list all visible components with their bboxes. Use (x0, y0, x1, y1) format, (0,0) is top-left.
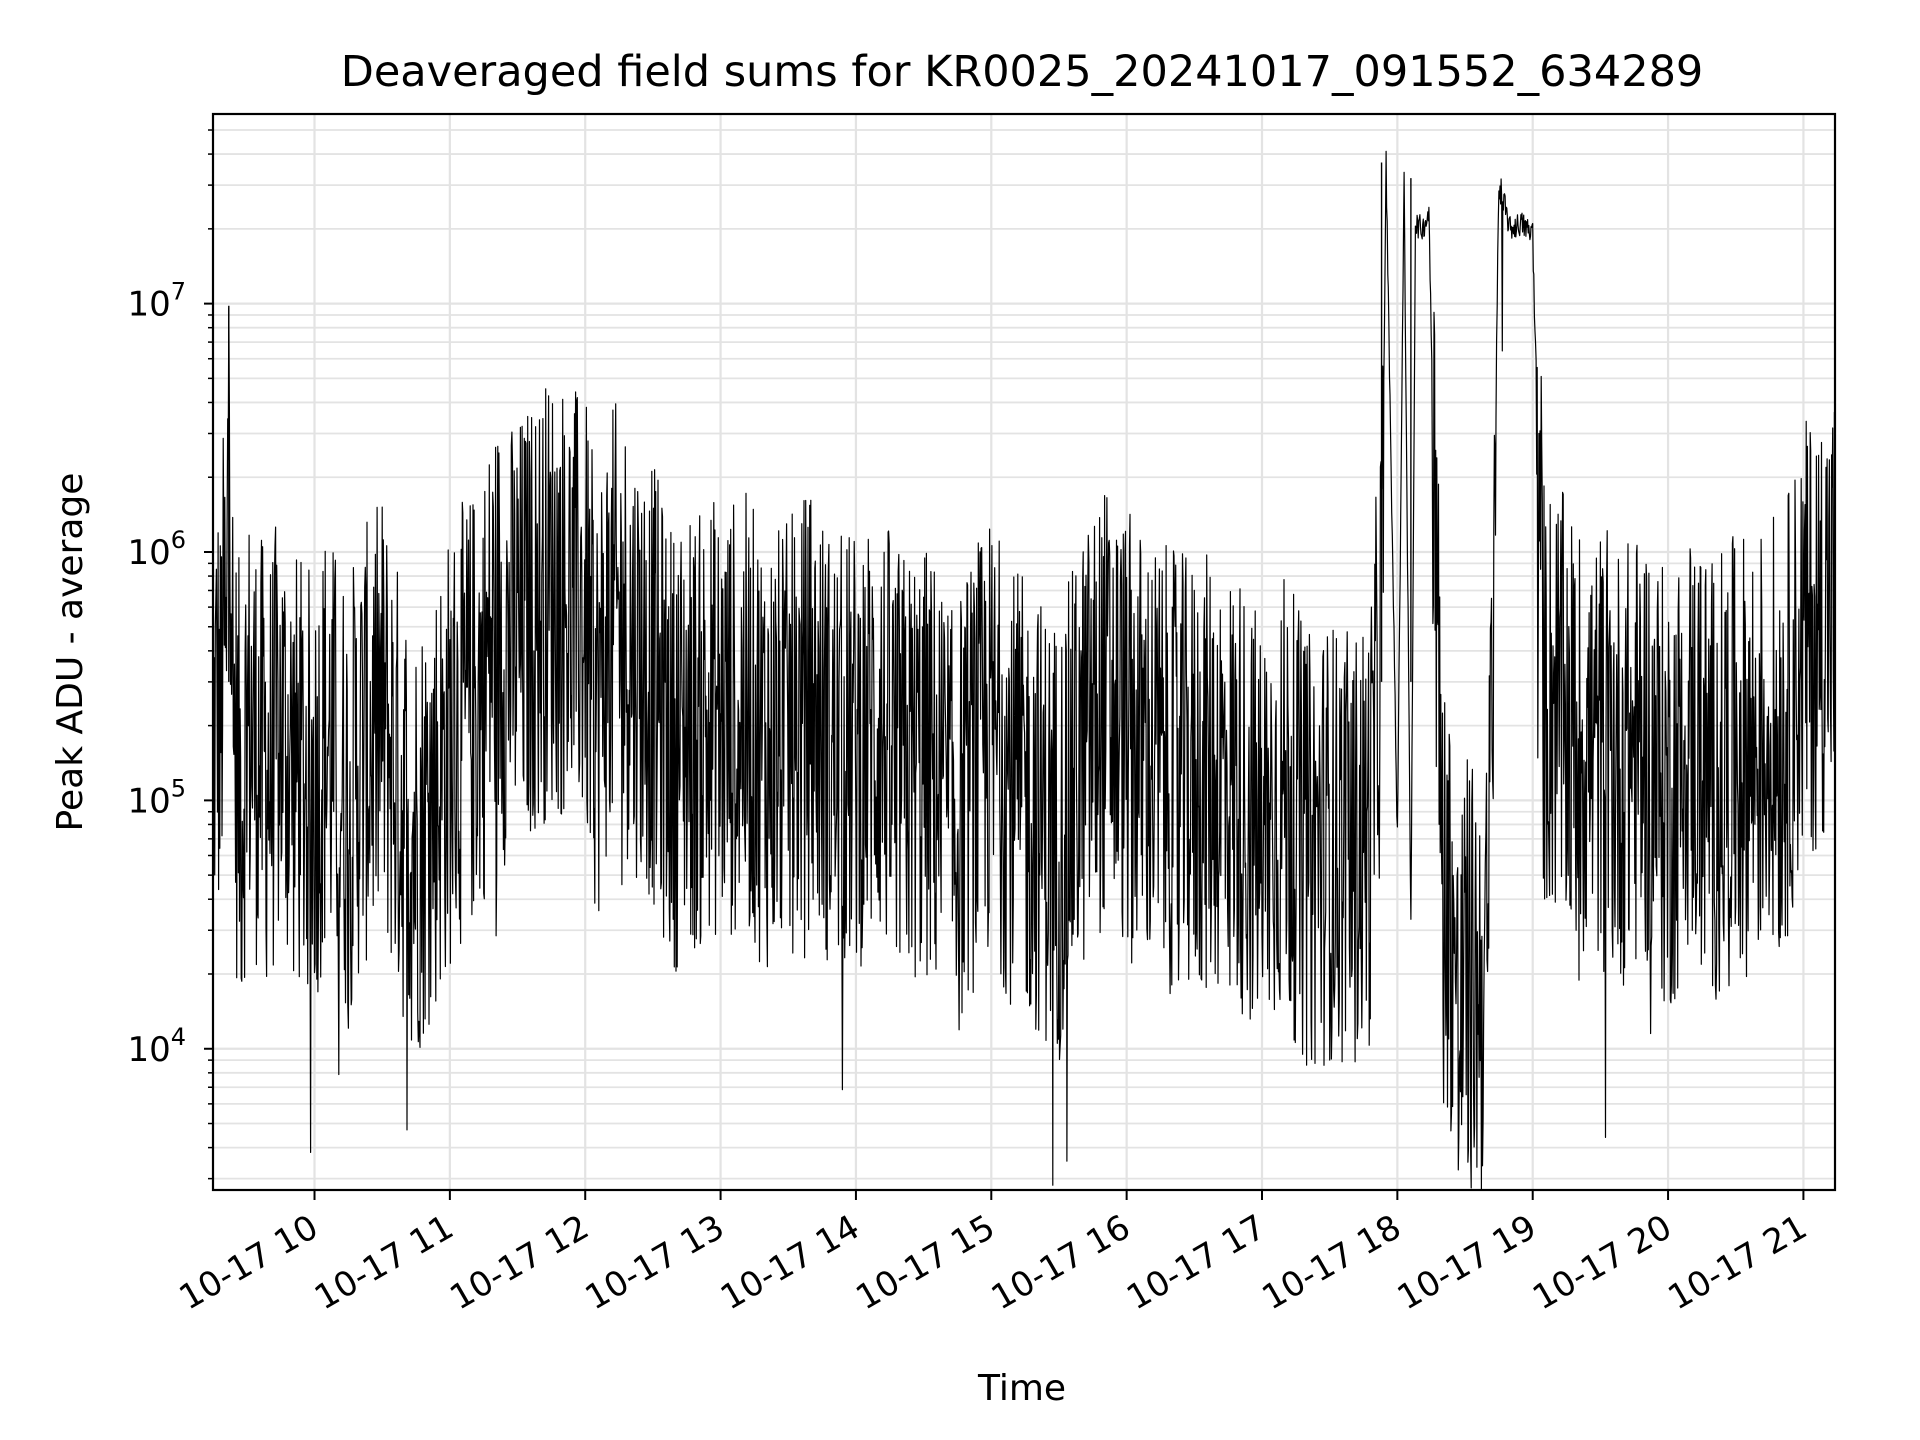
y-tick-label: 106 (127, 526, 186, 573)
y-axis-label: Peak ADU - average (50, 473, 91, 832)
y-tick-base: 10 (127, 1030, 170, 1070)
y-tick-exponent: 4 (171, 1023, 186, 1051)
y-tick-exponent: 5 (171, 774, 186, 802)
x-axis-label: Time (977, 1368, 1066, 1409)
grid-lines (213, 114, 1835, 1190)
y-tick-label: 107 (127, 278, 186, 325)
y-tick-base: 10 (127, 533, 170, 573)
y-tick-base: 10 (127, 781, 170, 821)
y-tick-base: 10 (127, 285, 170, 325)
y-tick-label: 104 (127, 1023, 186, 1070)
y-tick-exponent: 6 (171, 526, 186, 554)
plot-frame (211, 112, 1837, 1192)
y-tick-exponent: 7 (171, 278, 186, 306)
y-tick-label: 105 (127, 774, 186, 821)
series-line (212, 150, 1836, 1190)
chart-title: Deaveraged field sums for KR0025_2024101… (341, 47, 1704, 97)
